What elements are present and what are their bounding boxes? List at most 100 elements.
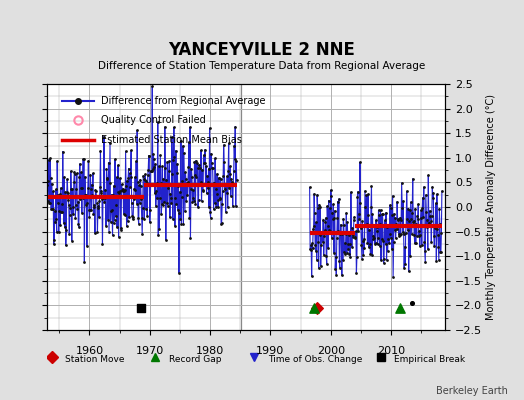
Point bbox=[47, 206, 56, 212]
Point bbox=[401, 230, 410, 236]
Point bbox=[388, 193, 397, 199]
Point bbox=[136, 305, 145, 311]
Point bbox=[394, 216, 402, 222]
Point bbox=[115, 190, 123, 196]
Point bbox=[95, 198, 104, 204]
Point bbox=[63, 190, 72, 196]
Point bbox=[381, 217, 389, 224]
Point bbox=[368, 211, 377, 217]
Point bbox=[112, 213, 120, 220]
Point bbox=[181, 169, 190, 176]
Point bbox=[390, 227, 399, 233]
Point bbox=[148, 168, 156, 174]
Point bbox=[85, 214, 94, 220]
Point bbox=[91, 187, 100, 193]
Point bbox=[173, 161, 182, 167]
Point bbox=[62, 242, 70, 248]
Point bbox=[57, 185, 65, 191]
Point bbox=[228, 179, 236, 186]
Point bbox=[395, 232, 403, 239]
Point bbox=[110, 182, 118, 189]
Point bbox=[152, 195, 161, 201]
Point bbox=[192, 157, 200, 164]
Point bbox=[61, 189, 70, 195]
Point bbox=[348, 225, 356, 231]
Point bbox=[230, 142, 238, 149]
Point bbox=[375, 212, 383, 218]
Point bbox=[231, 123, 239, 130]
Text: Berkeley Earth: Berkeley Earth bbox=[436, 386, 508, 396]
Point bbox=[87, 207, 95, 213]
Point bbox=[202, 163, 210, 170]
Point bbox=[390, 210, 398, 217]
Point bbox=[380, 256, 388, 262]
Point bbox=[84, 158, 93, 164]
Point bbox=[189, 187, 197, 194]
Point bbox=[196, 182, 204, 189]
Point bbox=[46, 155, 54, 162]
Point bbox=[50, 236, 58, 243]
Text: 1990: 1990 bbox=[256, 346, 285, 356]
Point bbox=[163, 203, 172, 210]
Point bbox=[384, 236, 392, 242]
Point bbox=[354, 228, 363, 234]
Point bbox=[337, 272, 346, 278]
Point bbox=[103, 174, 112, 181]
Point bbox=[361, 245, 369, 251]
Point bbox=[127, 147, 135, 154]
Point bbox=[142, 178, 150, 184]
Point bbox=[376, 207, 385, 213]
Point bbox=[104, 160, 113, 166]
Point bbox=[117, 181, 126, 188]
Point bbox=[436, 249, 444, 256]
Point bbox=[335, 264, 344, 271]
Point bbox=[373, 228, 381, 234]
Point bbox=[391, 215, 399, 221]
Point bbox=[135, 182, 144, 188]
Point bbox=[340, 249, 348, 255]
Point bbox=[348, 244, 356, 250]
Point bbox=[372, 217, 380, 223]
Point bbox=[385, 230, 394, 237]
Point bbox=[56, 191, 64, 198]
Text: YANCEYVILLE 2 NNE: YANCEYVILLE 2 NNE bbox=[169, 41, 355, 59]
Point bbox=[115, 188, 124, 194]
Point bbox=[203, 185, 212, 192]
Point bbox=[190, 198, 198, 204]
Point bbox=[356, 199, 365, 206]
Point bbox=[108, 232, 117, 238]
Point bbox=[396, 305, 405, 311]
Point bbox=[97, 190, 105, 196]
Point bbox=[111, 216, 119, 223]
Y-axis label: Monthly Temperature Anomaly Difference (°C): Monthly Temperature Anomaly Difference (… bbox=[486, 94, 496, 320]
Point bbox=[100, 133, 108, 140]
Point bbox=[173, 207, 182, 213]
Point bbox=[313, 305, 321, 311]
Point bbox=[161, 124, 169, 130]
Point bbox=[341, 240, 349, 246]
Point bbox=[398, 204, 406, 211]
Point bbox=[176, 188, 184, 195]
Point bbox=[159, 176, 168, 182]
Point bbox=[188, 174, 196, 180]
Point bbox=[221, 182, 230, 188]
Point bbox=[350, 217, 358, 223]
Point bbox=[48, 205, 57, 212]
Point bbox=[348, 232, 357, 238]
Point bbox=[209, 182, 217, 188]
Point bbox=[96, 148, 105, 154]
Point bbox=[92, 188, 100, 194]
Point bbox=[418, 242, 426, 248]
Point bbox=[421, 248, 429, 255]
Point bbox=[52, 229, 61, 235]
Point bbox=[147, 168, 155, 174]
Point bbox=[232, 202, 240, 209]
Point bbox=[125, 170, 134, 177]
Point bbox=[220, 158, 228, 165]
Point bbox=[187, 166, 195, 172]
Point bbox=[197, 147, 205, 154]
Point bbox=[345, 232, 353, 238]
Text: Empirical Break: Empirical Break bbox=[394, 354, 465, 364]
Point bbox=[219, 173, 227, 180]
Point bbox=[217, 221, 225, 227]
